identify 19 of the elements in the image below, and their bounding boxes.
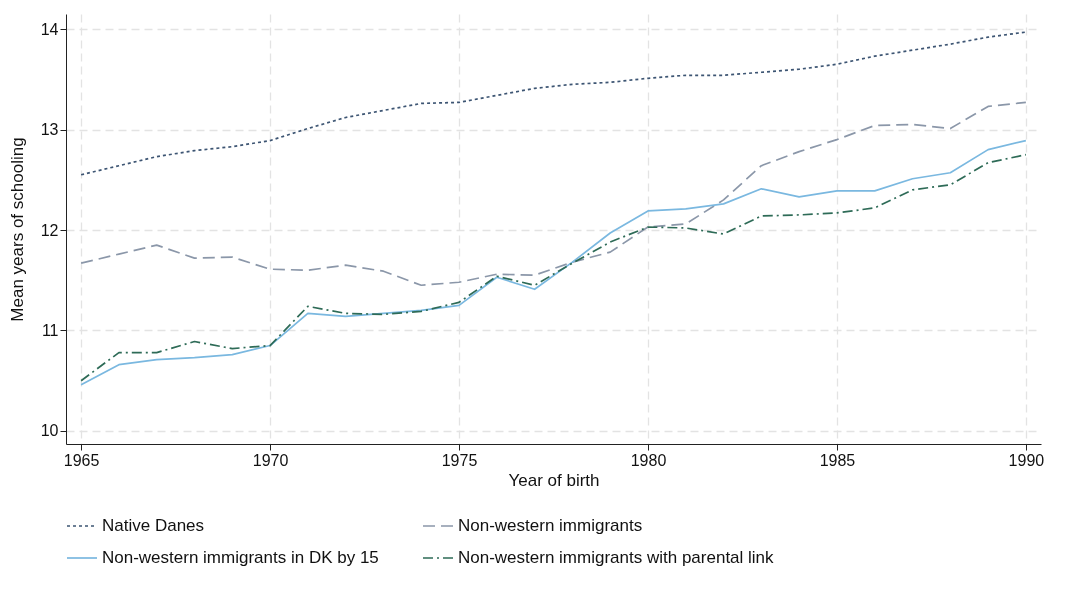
x-tick-label: 1990 [1008, 451, 1045, 469]
y-tick-label: 10 [40, 422, 59, 440]
x-tick-label: 1980 [630, 451, 667, 469]
legend-label: Non-western immigrants with parental link [458, 548, 775, 567]
x-tick-label: 1985 [819, 451, 856, 469]
line-series [80, 101, 1027, 287]
legend-label: Non-western immigrants [458, 516, 643, 535]
y-tick-label: 14 [40, 20, 59, 38]
x-axis-title: Year of birth [508, 470, 600, 490]
x-tick-label: 1970 [252, 451, 289, 469]
x-tick-label: 1975 [441, 451, 478, 469]
line-series [80, 31, 1027, 176]
y-tick-label: 11 [41, 321, 59, 339]
y-axis-title: Mean years of schooling [7, 137, 27, 322]
y-tick-label: 13 [40, 121, 59, 139]
y-tick-label: 12 [40, 221, 59, 239]
legend-label: Non-western immigrants in DK by 15 [102, 548, 379, 567]
legend-label: Native Danes [102, 516, 205, 535]
x-tick-label: 1965 [63, 451, 100, 469]
